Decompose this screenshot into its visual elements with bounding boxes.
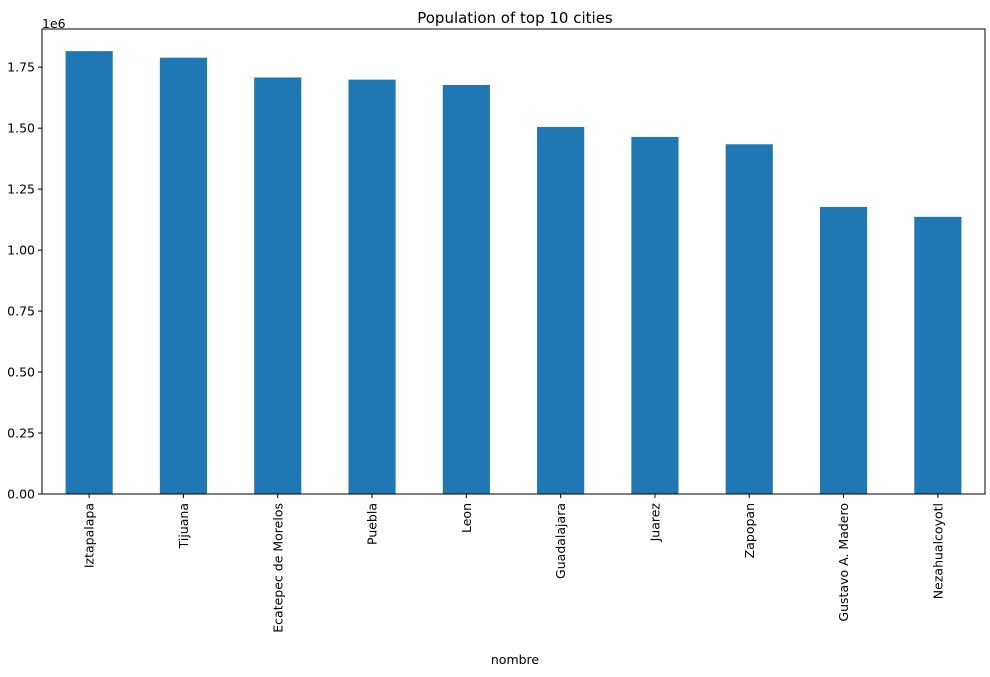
plot-area-frame <box>41 28 986 495</box>
bar-gustavo-a-madero <box>819 206 868 495</box>
bars-group <box>65 51 962 495</box>
bar-juarez <box>631 136 679 495</box>
y-tick-label: 0.75 <box>7 304 35 319</box>
bar-puebla <box>348 79 396 494</box>
chart-title: Population of top 10 cities <box>417 9 613 27</box>
x-tick-label: Tijuana <box>176 503 191 549</box>
bar-nezahualcoyotl <box>914 216 962 494</box>
x-tick-label: Guadalajara <box>553 503 568 579</box>
y-axis-ticks: 0.00 0.25 0.50 0.75 1.00 1.25 1.50 1.75 <box>7 60 42 502</box>
y-tick-label: 0.00 <box>7 487 35 502</box>
x-tick-label: Leon <box>459 503 474 533</box>
x-tick-label: Puebla <box>365 503 380 545</box>
bar-guadalajara <box>537 126 585 494</box>
y-tick-label: 1.50 <box>7 121 35 136</box>
y-tick-label: 1.00 <box>7 243 35 258</box>
y-tick-label: 1.25 <box>7 182 35 197</box>
bar-iztapalapa <box>65 51 113 494</box>
x-tick-label: Iztapalapa <box>82 503 97 568</box>
y-axis-offset-label: 1e6 <box>42 16 66 31</box>
bar-tijuana <box>159 57 208 495</box>
y-tick-label: 1.75 <box>7 60 35 75</box>
bar-leon <box>442 84 490 494</box>
x-tick-label: Juarez <box>647 503 662 543</box>
x-tick-label: Gustavo A. Madero <box>836 503 851 622</box>
y-tick-label: 0.25 <box>7 426 35 441</box>
x-tick-label: Ecatepec de Morelos <box>270 503 285 633</box>
bar-ecatepec-de-morelos <box>254 77 302 494</box>
x-axis-ticks: Iztapalapa Tijuana Ecatepec de Morelos Pueb… <box>82 494 945 633</box>
y-tick-label: 0.50 <box>7 365 35 380</box>
x-axis-label: nombre <box>491 652 540 667</box>
x-tick-label: Zapopan <box>742 503 757 558</box>
bar-zapopan <box>725 144 773 494</box>
x-tick-label: Nezahualcoyotl <box>930 503 945 599</box>
